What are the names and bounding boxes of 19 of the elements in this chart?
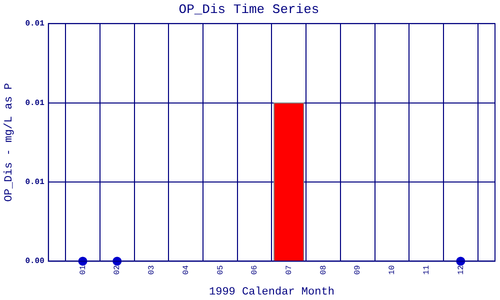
x-tick-label: 03 <box>148 265 157 275</box>
x-tick-label: 04 <box>182 265 191 275</box>
x-tick-label: 10 <box>388 265 398 275</box>
x-tick-label: 01 <box>78 265 88 275</box>
x-tick-label: 05 <box>216 265 226 275</box>
x-tick-label: 08 <box>319 265 328 275</box>
y-tick-label: 0.01 <box>25 20 45 29</box>
x-tick-label: 02 <box>113 265 122 275</box>
y-tick-label: 0.01 <box>25 98 45 108</box>
y-tick-label: 0.00 <box>25 257 45 266</box>
x-tick-label: 06 <box>250 265 260 275</box>
y-axis-title: OP_Dis - mg/L as P <box>4 82 16 202</box>
x-tick-label: 09 <box>354 265 363 275</box>
chart-title: OP_Dis Time Series <box>178 2 320 18</box>
x-tick-label: 11 <box>422 265 432 275</box>
x-axis-title: 1999 Calendar Month <box>208 286 334 298</box>
x-tick-label: 07 <box>285 265 294 275</box>
y-tick-label: 0.01 <box>25 178 45 188</box>
x-tick-label: 12 <box>456 265 466 275</box>
